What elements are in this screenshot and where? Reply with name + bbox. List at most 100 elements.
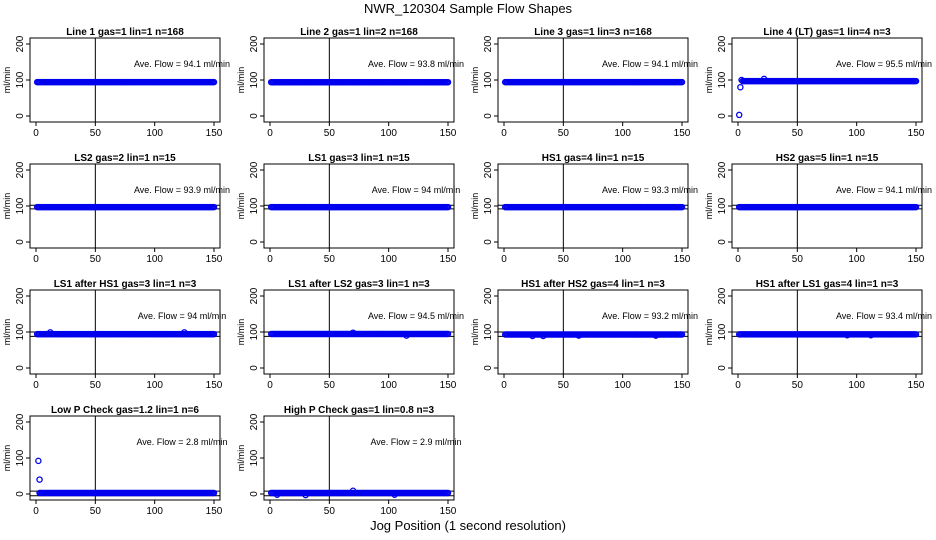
- x-tick-label: 50: [558, 128, 570, 139]
- x-tick-label: 50: [792, 128, 804, 139]
- x-tick-label: 0: [267, 254, 273, 265]
- x-tick-label: 0: [33, 128, 39, 139]
- x-tick-label: 100: [146, 380, 163, 391]
- x-tick-label: 0: [33, 380, 39, 391]
- y-axis-label: ml/min: [2, 67, 12, 94]
- panel: LS1 after HS1 gas=3 lin=1 n=3 0 50 100 150 0 1…: [2, 279, 226, 391]
- ave-flow-annotation: Ave. Flow = 95.5 ml/min: [836, 59, 932, 69]
- y-tick-label: 200: [717, 35, 728, 52]
- panel-title: LS1 after HS1 gas=3 lin=1 n=3: [54, 279, 197, 290]
- x-tick-label: 50: [90, 128, 102, 139]
- x-tick-label: 0: [33, 254, 39, 265]
- y-tick-label: 200: [717, 161, 728, 178]
- y-tick-label: 100: [15, 323, 26, 340]
- y-tick-label: 100: [15, 71, 26, 88]
- data-point: [738, 76, 745, 84]
- y-tick-label: 100: [249, 71, 260, 88]
- y-tick-label: 100: [717, 71, 728, 88]
- x-tick-label: 0: [501, 380, 507, 391]
- x-tick-label: 0: [267, 380, 273, 391]
- x-tick-label: 0: [267, 506, 273, 517]
- y-tick-label: 100: [483, 71, 494, 88]
- x-tick-label: 100: [146, 254, 163, 265]
- x-tick-label: 150: [440, 254, 457, 265]
- data-point: [678, 331, 686, 338]
- data-point: [349, 329, 357, 336]
- x-tick-label: 0: [501, 128, 507, 139]
- x-tick-label: 50: [324, 506, 336, 517]
- panel: Line 2 gas=1 lin=2 n=168 0 50 100 150 0 100 200…: [236, 27, 464, 139]
- data-point: [912, 331, 920, 338]
- y-axis-label: ml/min: [470, 193, 480, 220]
- x-tick-label: 100: [146, 128, 163, 139]
- y-tick-label: 200: [15, 35, 26, 52]
- data-point: [210, 203, 218, 211]
- panel: Line 4 (LT) gas=1 lin=4 n=3 0 50 100 150 0 100…: [704, 27, 932, 139]
- x-tick-label: 150: [206, 506, 223, 517]
- x-tick-label: 100: [614, 254, 631, 265]
- x-tick-label: 150: [674, 128, 691, 139]
- data-point: [181, 329, 188, 336]
- ave-flow-annotation: Ave. Flow = 2.8 ml/min: [136, 437, 227, 447]
- data-point: [46, 329, 54, 336]
- y-tick-label: 0: [717, 113, 728, 119]
- y-tick-label: 0: [249, 491, 260, 497]
- data-point: [349, 487, 357, 495]
- x-tick-label: 100: [614, 380, 631, 391]
- y-tick-label: 100: [717, 323, 728, 340]
- x-tick-label: 150: [674, 380, 691, 391]
- panel: LS1 after LS2 gas=3 lin=1 n=3 0 50 100 150 0 1…: [236, 279, 464, 391]
- panel-title: Low P Check gas=1.2 lin=1 n=6: [51, 405, 199, 416]
- x-tick-label: 150: [674, 254, 691, 265]
- x-axis-title: Jog Position (1 second resolution): [370, 518, 566, 533]
- x-tick-label: 150: [908, 380, 925, 391]
- x-tick-label: 100: [848, 380, 865, 391]
- x-tick-label: 0: [267, 128, 273, 139]
- ave-flow-annotation: Ave. Flow = 93.3 ml/min: [602, 185, 698, 195]
- y-axis-label: ml/min: [236, 67, 246, 94]
- y-tick-label: 0: [483, 239, 494, 245]
- ave-flow-annotation: Ave. Flow = 2.9 ml/min: [370, 437, 461, 447]
- x-tick-label: 150: [206, 254, 223, 265]
- y-tick-label: 200: [717, 287, 728, 304]
- panel-title: HS1 after LS1 gas=4 lin=1 n=3: [756, 279, 899, 290]
- y-axis-label: ml/min: [470, 319, 480, 346]
- y-tick-label: 100: [249, 323, 260, 340]
- panel-title: Line 2 gas=1 lin=2 n=168: [300, 27, 418, 38]
- y-tick-label: 200: [249, 287, 260, 304]
- data-point: [444, 489, 452, 497]
- data-point: [678, 78, 686, 86]
- ave-flow-annotation: Ave. Flow = 94.1 ml/min: [134, 59, 230, 69]
- x-tick-label: 50: [558, 254, 570, 265]
- panel: Line 1 gas=1 lin=1 n=168 0 50 100 150 0 100 200…: [2, 27, 230, 139]
- y-axis-label: ml/min: [470, 67, 480, 94]
- data-point: [912, 203, 920, 211]
- x-tick-label: 0: [33, 506, 39, 517]
- data-point: [444, 203, 452, 211]
- panel-title: High P Check gas=1 lin=0.8 n=3: [284, 405, 435, 416]
- data-point: [210, 78, 218, 86]
- y-tick-label: 0: [483, 365, 494, 371]
- y-axis-label: ml/min: [2, 319, 12, 346]
- y-tick-label: 0: [249, 239, 260, 245]
- y-tick-label: 0: [249, 365, 260, 371]
- x-tick-label: 0: [501, 254, 507, 265]
- y-axis-label: ml/min: [236, 319, 246, 346]
- plot-frame: [263, 415, 455, 501]
- data-point: [529, 332, 536, 340]
- panel-title: HS2 gas=5 lin=1 n=15: [776, 153, 879, 164]
- ave-flow-annotation: Ave. Flow = 94.1 ml/min: [836, 185, 932, 195]
- x-tick-label: 100: [614, 128, 631, 139]
- y-tick-label: 100: [249, 449, 260, 466]
- panel: Low P Check gas=1.2 lin=1 n=6 0 50 100 150 0 1…: [2, 405, 228, 517]
- data-point: [35, 457, 42, 465]
- y-tick-label: 200: [249, 161, 260, 178]
- data-point: [391, 491, 398, 498]
- panel: LS1 gas=3 lin=1 n=15 0 50 100 150 0 100 200 ml/m…: [236, 153, 460, 265]
- y-tick-label: 0: [717, 365, 728, 371]
- y-tick-label: 200: [483, 35, 494, 52]
- data-point: [444, 78, 452, 86]
- y-axis-label: ml/min: [236, 193, 246, 220]
- x-tick-label: 150: [440, 380, 457, 391]
